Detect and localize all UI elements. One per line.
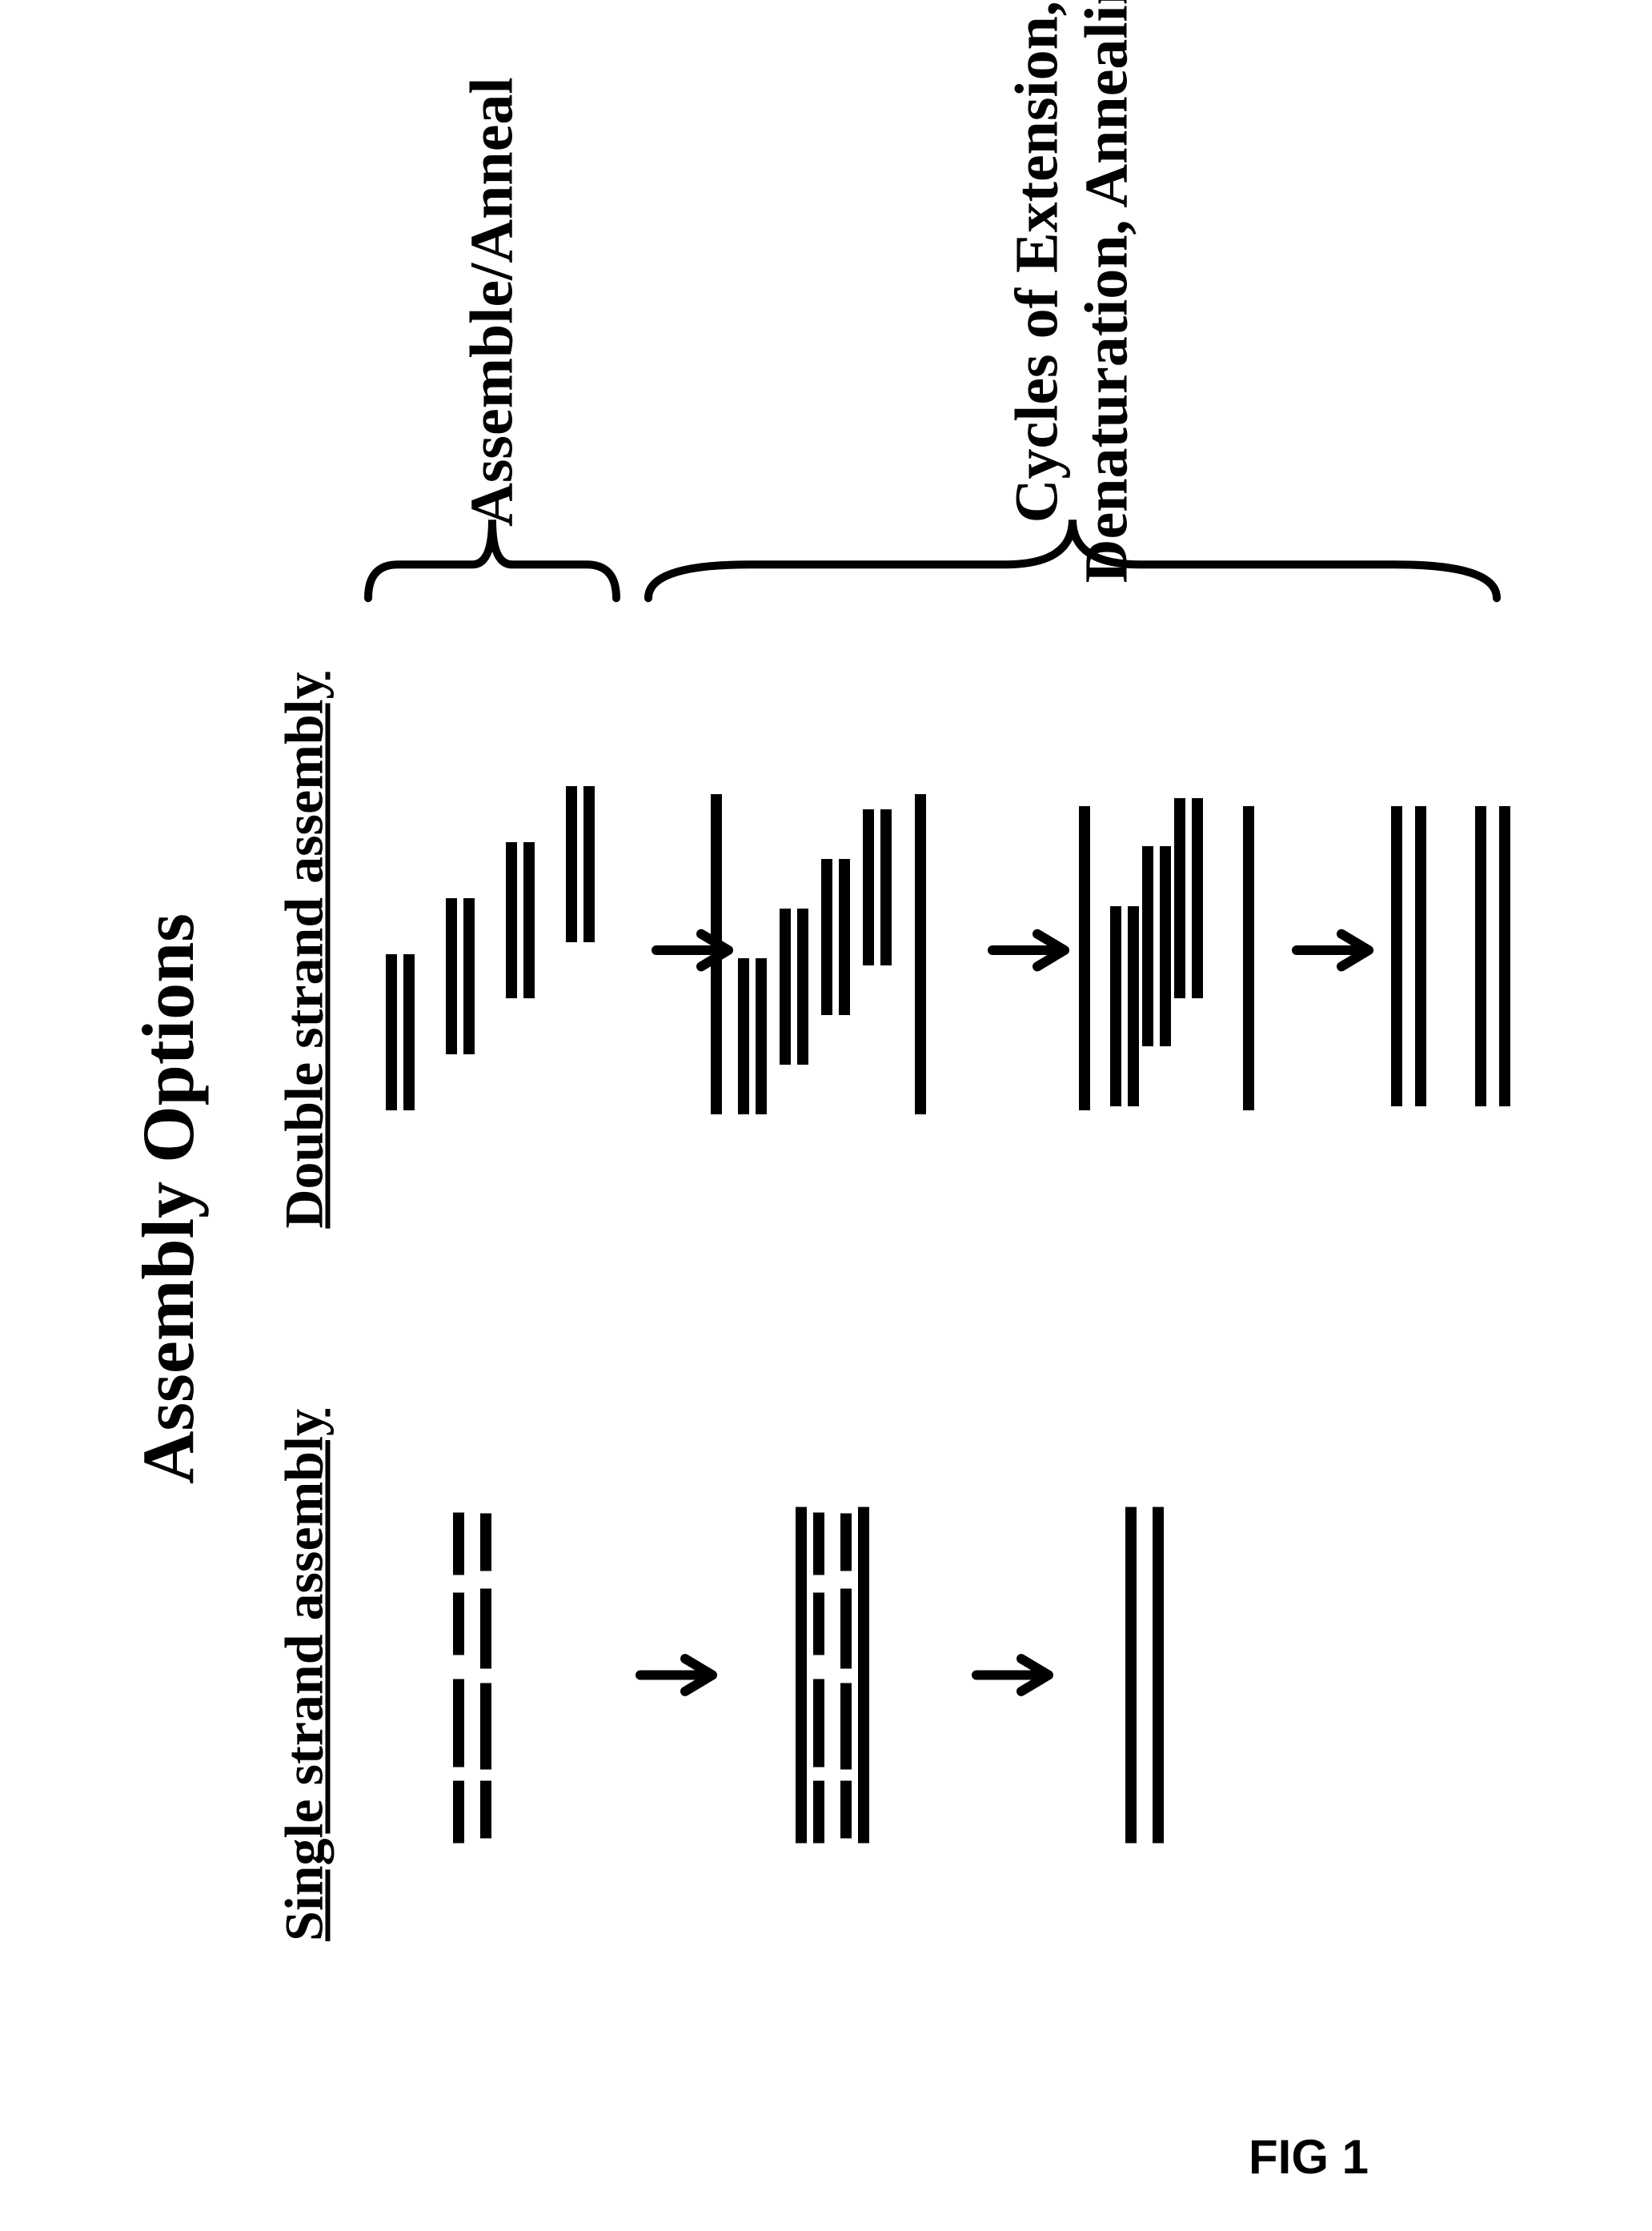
d2-1-b <box>797 909 808 1065</box>
d3-2-b <box>1192 798 1203 998</box>
d2-3-b <box>880 809 892 965</box>
d1-3-b <box>583 786 595 942</box>
d3-outer-bot <box>1243 806 1254 1110</box>
s1-top-0 <box>453 1780 464 1843</box>
side-label-cycles: Cycles of Extension,Denaturation, Anneal… <box>1003 0 1143 583</box>
d4-b-b <box>1499 806 1510 1106</box>
d2-2-a <box>821 859 832 1015</box>
s1-bot-3 <box>480 1513 491 1571</box>
d3-1-a <box>1142 846 1153 1046</box>
s1-bot-2 <box>480 1588 491 1668</box>
d3-2-a <box>1174 798 1185 998</box>
d2-1-a <box>780 909 791 1065</box>
single-final-b <box>1153 1507 1164 1843</box>
d1-2-a <box>506 842 517 998</box>
side-label-anneal: Assemble/Anneal <box>458 77 527 527</box>
s2-outer-bot <box>858 1507 869 1843</box>
d4-b-a <box>1475 806 1486 1106</box>
d2-outer-bot <box>915 794 926 1114</box>
single-strand-heading: Single strand assembly <box>273 1409 336 1941</box>
d1-1-b <box>463 898 475 1054</box>
s2-top-0 <box>813 1780 824 1843</box>
d2-3-a <box>863 809 874 965</box>
s1-bot-0 <box>480 1780 491 1838</box>
s1-top-2 <box>453 1592 464 1655</box>
s2-bot-0 <box>840 1780 852 1838</box>
s1-top-3 <box>453 1512 464 1575</box>
s2-bot-3 <box>840 1513 852 1571</box>
brace-anneal <box>368 520 616 598</box>
landscape-frame: Assembly Options Single strand assembly Do… <box>80 80 1572 2151</box>
s2-outer-top <box>796 1507 807 1843</box>
d1-0-b <box>403 954 415 1110</box>
d3-outer-top <box>1079 806 1090 1110</box>
d4-a-a <box>1391 806 1402 1106</box>
d1-1-a <box>446 898 457 1054</box>
d3-1-b <box>1160 846 1171 1046</box>
d1-3-a <box>566 786 577 942</box>
s2-top-3 <box>813 1512 824 1575</box>
single-arrow-1 <box>640 1659 712 1691</box>
s2-top-1 <box>813 1679 824 1767</box>
d3-0-a <box>1110 906 1121 1106</box>
double-arrow-2 <box>992 933 1065 966</box>
d1-2-b <box>523 842 535 998</box>
d3-0-b <box>1128 906 1139 1106</box>
d2-0-a <box>738 958 749 1114</box>
single-final-a <box>1125 1507 1137 1843</box>
s2-bot-2 <box>840 1588 852 1668</box>
s1-top-1 <box>453 1679 464 1767</box>
d1-0-a <box>386 954 397 1110</box>
page-title: Assembly Options <box>126 913 211 1483</box>
double-arrow-3 <box>1297 933 1369 966</box>
d2-0-b <box>756 958 767 1114</box>
double-strand-heading: Double strand assembly <box>273 672 336 1228</box>
s1-bot-1 <box>480 1683 491 1769</box>
d4-a-b <box>1415 806 1426 1106</box>
d2-outer-top <box>711 794 722 1114</box>
s2-top-2 <box>813 1592 824 1655</box>
s2-bot-1 <box>840 1683 852 1769</box>
d2-2-b <box>839 859 850 1015</box>
single-arrow-2 <box>976 1659 1049 1691</box>
